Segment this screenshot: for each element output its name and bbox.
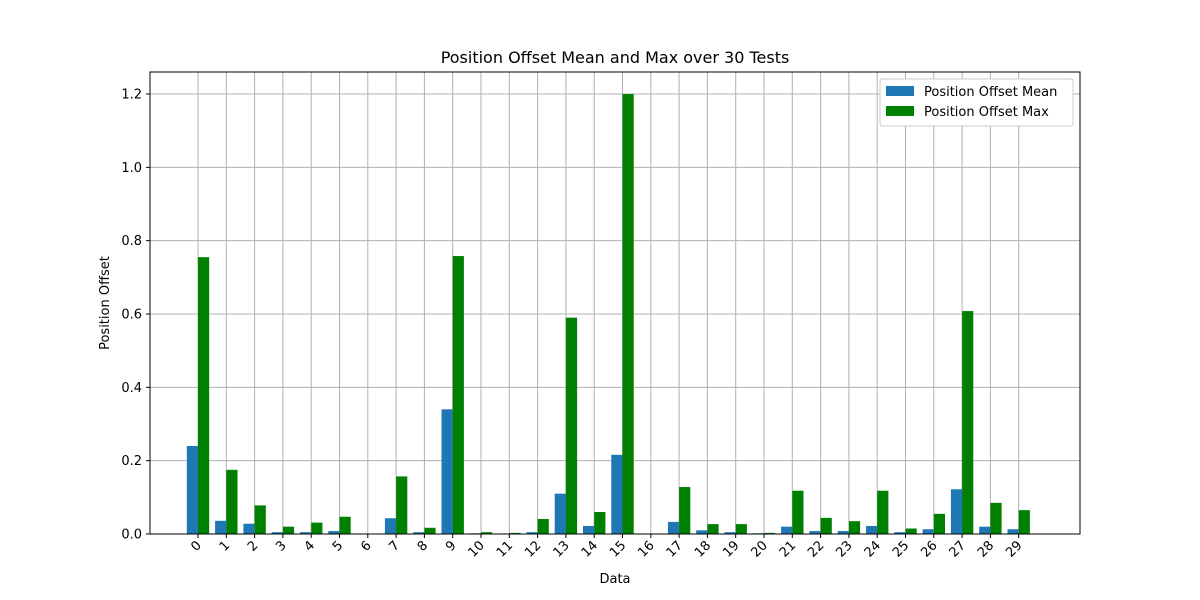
bars	[186, 94, 1030, 534]
bar-max	[735, 524, 747, 534]
bar-max	[848, 521, 861, 534]
bar-max	[311, 522, 323, 534]
bar-max	[707, 524, 719, 534]
bar-max	[679, 487, 691, 534]
legend-swatch-mean	[886, 86, 914, 96]
bar-mean	[866, 525, 878, 534]
bar-max	[452, 256, 464, 534]
x-axis-label: Data	[599, 572, 630, 587]
y-tick-label: 0.8	[121, 234, 142, 249]
bar-max	[820, 517, 832, 534]
y-tick-label: 0.4	[121, 381, 142, 396]
bar-max	[481, 532, 493, 534]
legend-box	[879, 78, 1074, 127]
y-tick-label: 1.0	[121, 161, 142, 176]
bar-mean	[526, 532, 538, 534]
bar-max	[905, 528, 917, 534]
bar-mean	[384, 518, 397, 534]
bar-mean	[186, 446, 198, 534]
bar-mean	[894, 532, 906, 534]
chart-title: Position Offset Mean and Max over 30 Tes…	[441, 48, 790, 67]
bar-max	[339, 516, 351, 534]
bar-mean	[950, 489, 963, 534]
bar-mean	[611, 454, 623, 534]
bar-mean	[271, 532, 283, 534]
bar-max	[622, 94, 634, 534]
bar-mean	[837, 531, 849, 534]
bar-mean	[922, 529, 934, 534]
bar-mean	[215, 520, 227, 534]
bar-mean	[667, 521, 680, 534]
bar-max	[198, 257, 210, 534]
bar-max	[1018, 510, 1030, 534]
bar-mean	[441, 409, 453, 534]
bar-mean	[979, 526, 991, 534]
bar-mean	[781, 526, 793, 534]
legend-label-max: Position Offset Max	[924, 105, 1049, 120]
bar-max	[877, 490, 889, 534]
y-axis-ticks: 0.0 0.2 0.4 0.6 0.8 1.0 1.2	[121, 88, 150, 543]
bar-mean	[696, 530, 708, 534]
bar-max	[226, 469, 238, 534]
bar-mean	[300, 532, 312, 534]
bar-mean	[328, 531, 340, 534]
bar-mean	[243, 523, 255, 534]
bar-mean	[583, 525, 595, 534]
legend-label-mean: Position Offset Mean	[924, 85, 1057, 100]
bar-max	[962, 311, 974, 534]
legend: Position Offset Mean Position Offset Max	[879, 78, 1074, 127]
bar-max	[509, 532, 521, 534]
y-tick-label: 1.2	[121, 88, 142, 103]
plot-frame	[149, 71, 1081, 535]
bar-max	[424, 527, 436, 534]
bar-mean	[724, 532, 736, 534]
bar-mean	[1007, 529, 1019, 534]
bar-max	[594, 512, 606, 534]
legend-swatch-max	[886, 106, 914, 116]
bar-max	[764, 532, 776, 534]
y-axis-label: Position Offset	[98, 256, 113, 350]
y-tick-label: 0.6	[121, 308, 142, 323]
bar-mean	[413, 532, 425, 534]
bar-max	[933, 513, 945, 534]
bar-max	[254, 505, 266, 534]
bar-max	[396, 476, 408, 534]
bar-mean	[809, 531, 821, 534]
bar-max	[282, 526, 295, 534]
y-tick-label: 0.2	[121, 454, 142, 469]
bar-mean	[554, 493, 566, 534]
bar-max	[565, 317, 578, 534]
bar-max	[990, 502, 1002, 534]
bar-max	[537, 518, 549, 534]
bar-max	[792, 490, 804, 534]
y-tick-label: 0.0	[121, 528, 142, 543]
